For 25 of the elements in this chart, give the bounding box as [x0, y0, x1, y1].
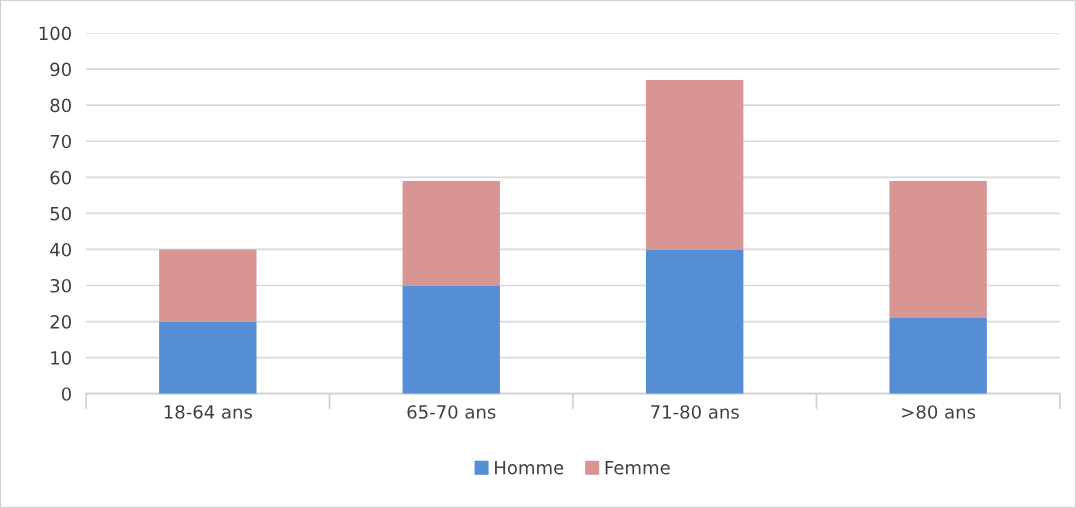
bar — [889, 180, 987, 318]
bar — [402, 285, 500, 394]
y-tick-label: 10 — [51, 351, 71, 365]
legend-label: Femme — [605, 461, 670, 475]
y-tick-label: 20 — [50, 315, 71, 329]
y-tick-label: 40 — [50, 242, 71, 257]
bar — [402, 180, 500, 286]
y-tick-label: 60 — [50, 170, 71, 185]
y-tick-label: 90 — [50, 62, 71, 77]
x-tick-label: >80 ans — [902, 405, 976, 419]
y-tick-label: 30 — [50, 278, 71, 293]
y-tick-label: 100 — [39, 26, 71, 41]
x-tick-label: 65-70 ans — [407, 405, 496, 419]
y-tick-label: 80 — [50, 98, 71, 113]
y-tick-label: 70 — [50, 134, 71, 149]
y-tick-label: 50 — [50, 206, 71, 221]
bar — [646, 249, 744, 394]
bar — [646, 79, 744, 250]
bar — [159, 321, 257, 394]
x-tick-label: 18-64 ans — [164, 405, 252, 419]
bar — [159, 249, 257, 322]
x-tick-label: 71-80 ans — [651, 405, 739, 419]
bar — [889, 317, 987, 394]
y-tick-label: 0 — [61, 387, 71, 401]
legend-label: Homme — [495, 461, 564, 475]
